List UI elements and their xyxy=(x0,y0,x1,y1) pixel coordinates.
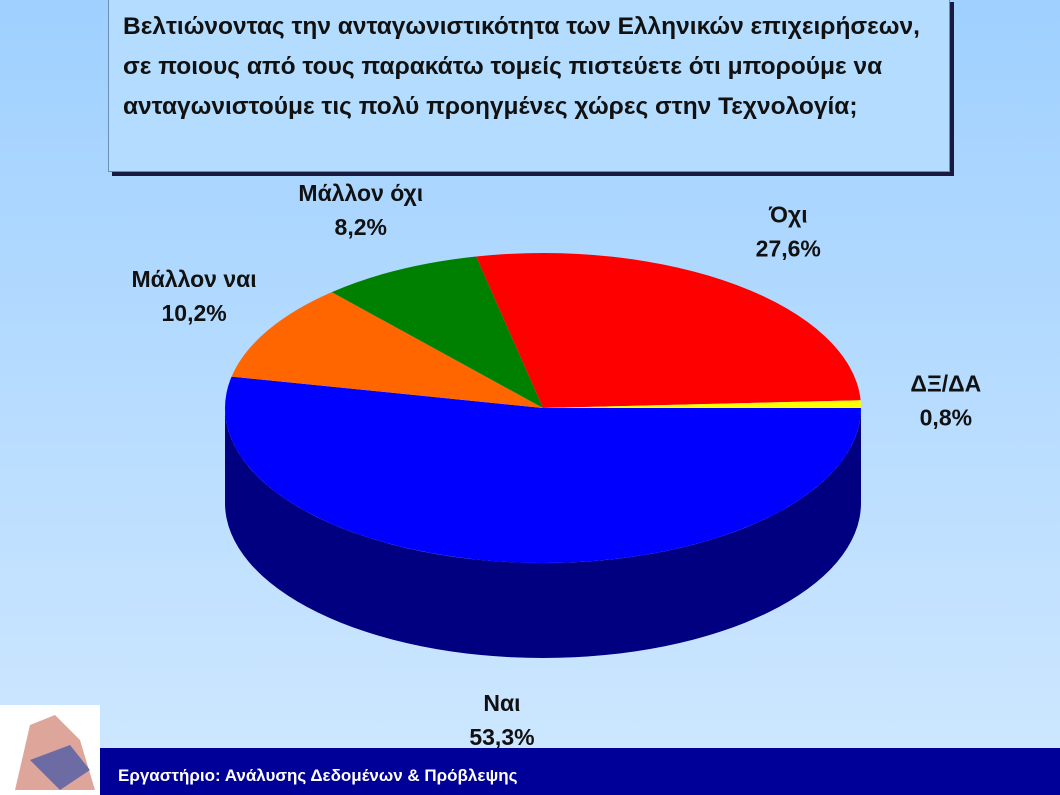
slice-label: Μάλλον ναι xyxy=(132,266,257,292)
slice-label: Όχι xyxy=(768,202,808,228)
slice-side xyxy=(225,408,861,658)
slice xyxy=(224,376,861,563)
slice xyxy=(331,256,543,408)
slice xyxy=(231,292,543,408)
logo xyxy=(0,705,100,795)
slice xyxy=(543,400,861,408)
slice-label: Μάλλον όχι xyxy=(298,180,423,206)
slice-label: ΔΞ/ΔΑ xyxy=(910,371,981,397)
slice xyxy=(476,252,861,408)
slice-label: Ναι xyxy=(483,690,520,716)
value-label: 0,8% xyxy=(920,405,972,431)
value-label: 53,3% xyxy=(469,724,534,750)
chart-title: Βελτιώνοντας την ανταγωνιστικότητα των Ε… xyxy=(108,0,950,172)
footer-text: Εργαστήριο: Ανάλυσης Δεδομένων & Πρόβλεψ… xyxy=(118,766,518,785)
value-label: 27,6% xyxy=(756,236,821,262)
value-label: 10,2% xyxy=(161,300,226,326)
value-label: 8,2% xyxy=(335,214,387,240)
footer-bar xyxy=(100,748,1060,795)
